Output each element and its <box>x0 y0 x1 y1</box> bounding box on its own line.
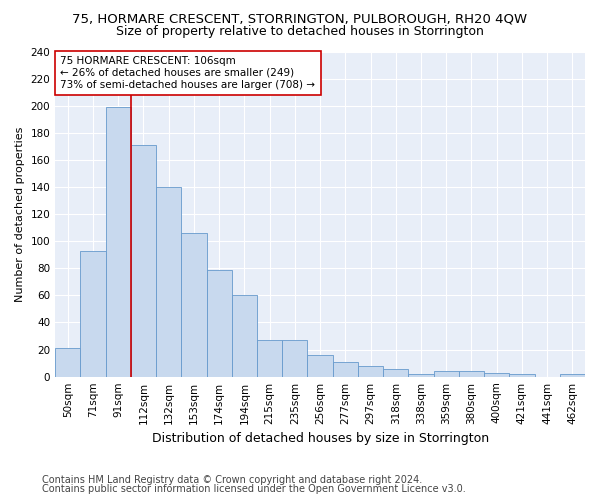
Bar <box>383 368 409 376</box>
X-axis label: Distribution of detached houses by size in Storrington: Distribution of detached houses by size … <box>152 432 488 445</box>
Bar <box>181 233 206 376</box>
Bar <box>55 348 80 376</box>
Text: Contains HM Land Registry data © Crown copyright and database right 2024.: Contains HM Land Registry data © Crown c… <box>42 475 422 485</box>
Bar <box>156 187 181 376</box>
Y-axis label: Number of detached properties: Number of detached properties <box>15 126 25 302</box>
Bar <box>282 340 307 376</box>
Bar <box>307 355 332 376</box>
Bar <box>332 362 358 376</box>
Bar <box>106 107 131 376</box>
Bar <box>131 145 156 376</box>
Bar <box>459 372 484 376</box>
Bar <box>409 374 434 376</box>
Text: Size of property relative to detached houses in Storrington: Size of property relative to detached ho… <box>116 25 484 38</box>
Bar <box>434 372 459 376</box>
Bar <box>358 366 383 376</box>
Text: 75, HORMARE CRESCENT, STORRINGTON, PULBOROUGH, RH20 4QW: 75, HORMARE CRESCENT, STORRINGTON, PULBO… <box>73 12 527 26</box>
Bar <box>206 270 232 376</box>
Bar <box>560 374 585 376</box>
Bar <box>257 340 282 376</box>
Bar <box>484 372 509 376</box>
Bar <box>80 250 106 376</box>
Text: Contains public sector information licensed under the Open Government Licence v3: Contains public sector information licen… <box>42 484 466 494</box>
Bar <box>232 296 257 376</box>
Text: 75 HORMARE CRESCENT: 106sqm
← 26% of detached houses are smaller (249)
73% of se: 75 HORMARE CRESCENT: 106sqm ← 26% of det… <box>61 56 316 90</box>
Bar <box>509 374 535 376</box>
